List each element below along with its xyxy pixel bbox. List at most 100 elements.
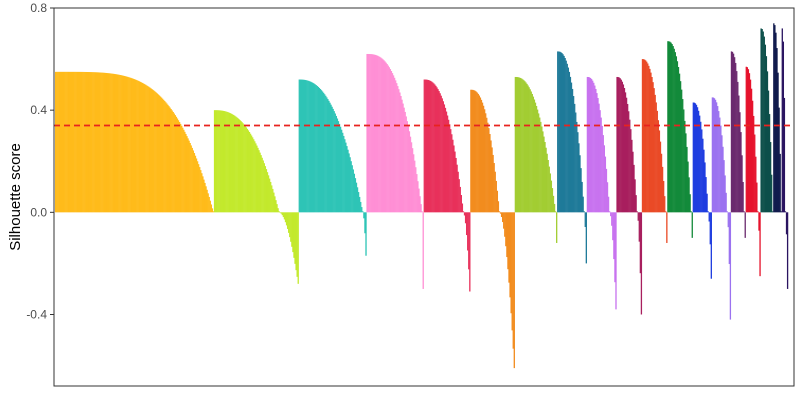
silhouette-bar-cluster-5 — [450, 129, 452, 213]
silhouette-bar-cluster-1 — [89, 72, 92, 213]
silhouette-bar-cluster-1 — [84, 71, 86, 213]
silhouette-bar-cluster-16 — [755, 156, 757, 213]
silhouette-bar-cluster-1 — [96, 72, 98, 213]
silhouette-bar-cluster-7 — [531, 93, 533, 213]
silhouette-bar-cluster-3 — [315, 85, 317, 213]
silhouette-bar-cluster-2 — [271, 185, 273, 213]
silhouette-bar-cluster-2 — [244, 125, 246, 213]
silhouette-bar-cluster-5 — [453, 145, 455, 213]
silhouette-bar-cluster-16 — [747, 69, 750, 213]
silhouette-bar-cluster-4 — [409, 136, 412, 213]
silhouette-bar-cluster-3 — [300, 79, 303, 213]
silhouette-bar-cluster-7 — [552, 195, 555, 213]
silhouette-bar-cluster-10 — [633, 164, 635, 213]
silhouette-bar-cluster-6 — [491, 147, 493, 213]
silhouette-bar-cluster-1 — [75, 71, 77, 213]
silhouette-bar-cluster-11 — [660, 153, 663, 213]
silhouette-bar-cluster-15 — [744, 212, 746, 238]
silhouette-bar-cluster-2 — [285, 212, 288, 226]
silhouette-bar-cluster-17 — [763, 36, 765, 213]
silhouette-bar-cluster-17 — [772, 211, 774, 213]
silhouette-bar-cluster-3 — [328, 100, 330, 213]
silhouette-bar-cluster-1 — [122, 75, 125, 213]
silhouette-bar-cluster-1 — [196, 161, 199, 213]
silhouette-bar-cluster-13 — [708, 212, 710, 222]
silhouette-bar-cluster-4 — [421, 211, 423, 213]
silhouette-bar-cluster-4 — [395, 80, 397, 213]
silhouette-bar-cluster-12 — [678, 73, 681, 213]
silhouette-bar-cluster-1 — [97, 72, 99, 213]
silhouette-bar-cluster-7 — [553, 203, 556, 213]
silhouette-bar-cluster-1 — [189, 143, 191, 213]
silhouette-bar-cluster-12 — [687, 161, 689, 213]
silhouette-bar-cluster-5 — [428, 80, 431, 213]
silhouette-bar-cluster-4 — [378, 56, 380, 213]
silhouette-bar-cluster-11 — [643, 59, 646, 213]
silhouette-bar-cluster-1 — [151, 89, 153, 213]
silhouette-bar-cluster-18 — [774, 25, 776, 213]
silhouette-bar-cluster-3 — [330, 104, 332, 213]
silhouette-bar-cluster-7 — [518, 77, 521, 213]
silhouette-bar-cluster-4 — [408, 131, 411, 213]
silhouette-bar-cluster-11 — [653, 88, 655, 213]
silhouette-bar-cluster-4 — [385, 62, 387, 213]
silhouette-bar-cluster-1 — [202, 176, 204, 213]
silhouette-bar-cluster-2 — [222, 110, 224, 213]
silhouette-bar-cluster-6 — [499, 212, 502, 214]
silhouette-bar-cluster-18 — [775, 32, 777, 213]
silhouette-bar-cluster-2 — [273, 192, 275, 213]
silhouette-bar-cluster-2 — [279, 212, 281, 213]
silhouette-bar-cluster-6 — [505, 212, 507, 247]
silhouette-bar-cluster-3 — [313, 83, 315, 213]
silhouette-bar-cluster-3 — [298, 79, 300, 213]
silhouette-bar-cluster-4 — [377, 55, 379, 213]
silhouette-bar-cluster-1 — [206, 189, 208, 213]
y-tick-label: 0.4 — [30, 103, 47, 117]
silhouette-bar-cluster-5 — [460, 195, 462, 213]
silhouette-bar-cluster-1 — [76, 71, 78, 213]
silhouette-bar-cluster-18 — [773, 23, 775, 213]
silhouette-bar-cluster-3 — [351, 165, 353, 213]
silhouette-bar-cluster-11 — [646, 61, 648, 213]
silhouette-bar-cluster-12 — [674, 52, 676, 213]
silhouette-bar-cluster-1 — [136, 80, 138, 213]
silhouette-bar-cluster-9 — [598, 103, 600, 213]
silhouette-bar-cluster-2 — [213, 110, 216, 213]
silhouette-bar-cluster-8 — [580, 168, 582, 213]
silhouette-bar-cluster-1 — [93, 72, 95, 213]
silhouette-bar-cluster-5 — [437, 89, 439, 213]
silhouette-bar-cluster-10 — [639, 212, 642, 274]
silhouette-bar-cluster-2 — [224, 111, 226, 213]
silhouette-bar-cluster-3 — [308, 80, 310, 213]
silhouette-bar-cluster-2 — [294, 212, 296, 264]
silhouette-bar-cluster-10 — [623, 87, 626, 213]
silhouette-bar-cluster-2 — [234, 115, 236, 213]
silhouette-bar-cluster-2 — [225, 111, 227, 213]
silhouette-bar-cluster-5 — [457, 171, 459, 213]
silhouette-bar-cluster-6 — [471, 89, 473, 213]
silhouette-bar-cluster-2 — [289, 212, 291, 238]
silhouette-bar-cluster-6 — [487, 122, 489, 213]
silhouette-bar-cluster-2 — [288, 212, 290, 233]
silhouette-bar-cluster-1 — [134, 79, 136, 213]
silhouette-bar-cluster-12 — [677, 67, 680, 213]
silhouette-bar-cluster-4 — [405, 116, 407, 213]
silhouette-bar-cluster-1 — [58, 71, 60, 213]
silhouette-bar-cluster-1 — [80, 71, 82, 213]
silhouette-bar-cluster-4 — [418, 188, 420, 213]
silhouette-bar-cluster-1 — [185, 133, 187, 213]
silhouette-bar-cluster-1 — [123, 75, 126, 213]
silhouette-bar-cluster-10 — [625, 97, 628, 213]
silhouette-bar-cluster-1 — [71, 71, 74, 213]
silhouette-bar-cluster-3 — [334, 113, 336, 213]
silhouette-bar-cluster-6 — [490, 140, 492, 213]
silhouette-bar-cluster-11 — [654, 94, 656, 213]
silhouette-bar-cluster-14 — [722, 146, 724, 213]
silhouette-bar-cluster-3 — [335, 115, 338, 213]
silhouette-bar-cluster-17 — [760, 28, 762, 213]
silhouette-bar-cluster-6 — [509, 212, 511, 298]
silhouette-bar-cluster-1 — [183, 129, 185, 213]
silhouette-bar-cluster-8 — [579, 155, 581, 213]
silhouette-bar-cluster-5 — [444, 107, 447, 213]
silhouette-bar-cluster-2 — [252, 137, 254, 213]
